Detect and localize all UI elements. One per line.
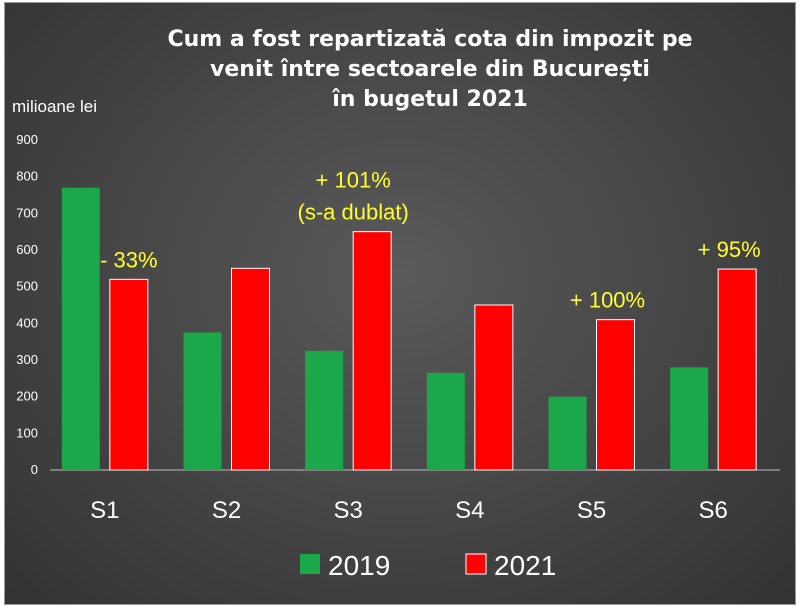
y-tick-label: 400 (16, 315, 38, 330)
annotation-label: + 95% (698, 237, 761, 262)
x-tick-label: S3 (333, 497, 362, 524)
annotations: - 33% + 101% (s-a dublat) + 100% + 95% (100, 168, 761, 313)
legend-label-2021: 2021 (494, 550, 556, 581)
chart-title: Cum a fost repartizată cota din impozit … (167, 27, 692, 112)
x-tick-label: S6 (698, 497, 727, 524)
y-tick-label: 0 (31, 462, 38, 477)
x-axis-ticks: S1 S2 S3 S4 S5 S6 (90, 497, 728, 524)
chart-title-line: Cum a fost repartizată cota din impozit … (167, 27, 692, 52)
bars (61, 187, 757, 471)
legend-swatch-2021 (465, 553, 487, 575)
x-tick-label: S1 (90, 497, 119, 524)
y-tick-label: 200 (16, 389, 38, 404)
y-axis-ticks: 0 100 200 300 400 500 600 700 800 900 (16, 132, 38, 477)
bar-2019-S2 (183, 332, 222, 470)
bar-2021-S5 (596, 319, 635, 471)
y-tick-label: 900 (16, 132, 38, 147)
y-tick-label: 800 (16, 169, 38, 184)
legend: 2019 2021 (300, 550, 556, 581)
bar-2019-S3 (305, 350, 344, 470)
annotation-label: + 100% (570, 288, 645, 313)
bar-2021-S4 (474, 304, 514, 471)
bar-2021-S1 (109, 278, 149, 471)
y-tick-label: 700 (16, 205, 38, 220)
bar-2019-S4 (426, 372, 465, 470)
bar-2019-S5 (548, 396, 587, 470)
y-axis-unit-label: milioane lei (12, 97, 97, 116)
x-tick-label: S2 (212, 497, 241, 524)
x-tick-label: S5 (577, 497, 606, 524)
annotation-label: + 101% (316, 168, 391, 193)
y-tick-label: 300 (16, 352, 38, 367)
bar-2021-S2 (231, 267, 270, 471)
y-tick-label: 600 (16, 242, 38, 257)
legend-swatch-2019 (300, 554, 320, 574)
annotation-label: (s-a dublat) (298, 200, 409, 225)
bar-2019-S1 (61, 187, 100, 470)
chart-title-line: venit între sectoarele din București (210, 57, 650, 82)
x-tick-label: S4 (455, 497, 484, 524)
bar-2019-S6 (670, 367, 709, 470)
y-tick-label: 500 (16, 279, 38, 294)
legend-label-2019: 2019 (328, 550, 390, 581)
chart-title-line: în bugetul 2021 (331, 87, 528, 112)
bar-2021-S6 (717, 268, 757, 471)
y-tick-label: 100 (16, 425, 38, 440)
bar-2021-S3 (352, 231, 392, 471)
annotation-label: - 33% (100, 247, 157, 272)
